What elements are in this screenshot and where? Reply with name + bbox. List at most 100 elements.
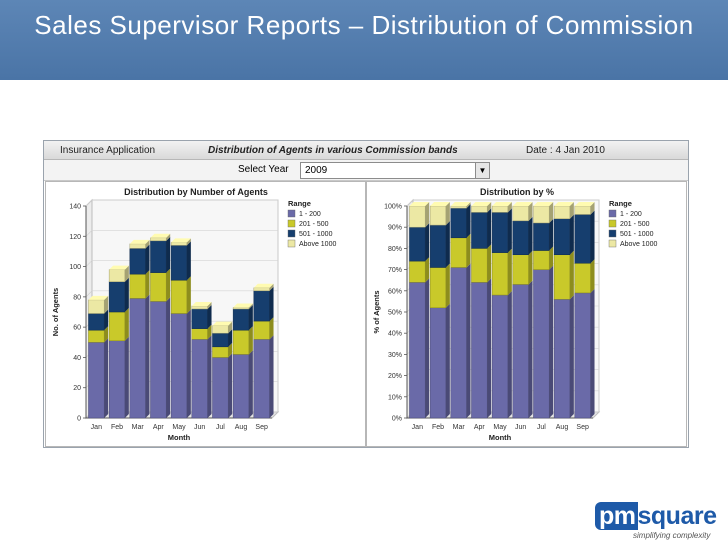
logo-pm: pm [595,502,638,530]
y-axis-label: % of Agents [372,290,381,333]
logo-square: square [637,502,717,530]
bar-segment [88,299,105,314]
bar-segment-side [425,202,430,228]
bar-segment [253,339,270,419]
bar-segment-side [186,276,191,314]
bar-segment-side [207,324,212,340]
x-axis-label: Month [489,433,512,442]
legend-label: 1 - 200 [620,211,642,218]
bar-segment [170,279,188,314]
bar-segment [553,299,571,419]
percent-chart: Distribution by % 0% 10% 20% 30% 40% 50% 60% 70%… [372,187,657,442]
bar-segment [429,205,447,226]
legend-swatch [287,229,296,238]
slide-header: Sales Supervisor Reports – Distribution … [0,0,728,80]
x-tick-label: Sep [576,424,589,431]
report-date: Date : 4 Jan 2010 [526,145,605,156]
bar-segment-side [507,291,512,418]
bar-segment-side [507,202,512,213]
bar-segment-side [569,295,574,418]
bar-segment-side [549,265,554,418]
bar-segment [471,248,488,283]
count-chart-panel: Distribution by Number of Agents 0 20 40 60 8… [45,181,366,447]
bar-top [554,202,574,206]
bar-segment [512,220,529,256]
bar-segment-side [166,236,171,273]
bar-segment [232,329,250,355]
y-axis-label: No. of Agents [51,288,60,336]
bar-segment [409,226,426,262]
bar-segment-side [528,250,533,285]
chart-title: Distribution by % [480,187,554,197]
percent-chart-panel: Distribution by % 0% 10% 20% 30% 40% 50% 60% 70%… [366,181,687,447]
gridline-side [406,199,414,207]
y-tick-label: 80 [73,294,81,301]
y-tick-label: 90% [388,225,402,232]
bar-segment [429,307,447,419]
y-tick-label: 0% [392,416,402,423]
bar-segment [212,357,229,419]
y-tick-label: 70% [388,267,402,274]
bar-segment [574,262,591,294]
legend-swatch [608,229,617,238]
bar-segment-side [269,335,274,418]
bar-top [129,239,150,244]
bar-segment [170,245,188,281]
y-tick-label: 50% [388,310,402,317]
bar-segment [88,342,105,419]
bar-segment-side [124,308,129,341]
x-tick-label: Sep [255,424,268,431]
legend-swatch [608,239,617,248]
bar-segment [429,224,447,268]
bar-segment [212,346,229,358]
x-tick-label: Jan [91,424,102,431]
bar-segment [253,290,270,322]
bar-top [450,202,471,206]
bar-segment-side [425,223,430,262]
bar-segment [471,205,488,213]
year-select-value: 2009 [305,165,328,176]
bar-segment-side [487,208,492,249]
legend-label: 1 - 200 [299,211,321,218]
bar-segment-side [569,214,574,255]
bar-segment [553,254,571,300]
bar-segment-side [248,303,253,309]
legend-label: Above 1000 [620,241,657,248]
bar-segment-side [186,238,191,246]
y-tick-label: 80% [388,246,402,253]
gridline-side [85,260,93,267]
y-tick-label: 120 [69,234,81,241]
x-tick-label: Jul [216,424,225,431]
bar-segment-side [466,233,471,268]
x-tick-label: Aug [235,424,248,431]
bar-segment-side [145,270,150,299]
bar-segment-side [228,321,233,334]
y-tick-label: 0 [77,416,81,423]
bar-segment-side [248,350,253,418]
bar-segment [512,254,529,285]
chevron-down-icon[interactable]: ▼ [475,163,489,178]
bar-segment [150,301,167,419]
x-axis-label: Month [168,433,191,442]
report-window: Insurance Application Distribution of Ag… [43,140,689,448]
bar-segment [533,250,550,270]
bar-segment [253,320,270,340]
bar-segment-side [104,326,109,343]
x-tick-label: May [493,424,507,431]
legend-swatch [287,209,296,218]
bar-segment-side [166,268,171,302]
bar-segment [108,281,126,313]
bar-top [430,202,450,206]
bar-segment [512,205,529,222]
bar-top [171,238,191,243]
logo-wordmark: pmsquare [595,502,717,530]
legend-title: Range [609,199,632,208]
bar-top [191,301,212,306]
year-select[interactable]: 2009 ▼ [300,162,490,179]
bar-segment-side [104,338,109,418]
bar-top [212,321,233,326]
x-tick-label: Mar [132,424,145,431]
bar-segment-side [549,218,554,251]
bar-segment [170,313,188,419]
bar-top [253,283,274,288]
